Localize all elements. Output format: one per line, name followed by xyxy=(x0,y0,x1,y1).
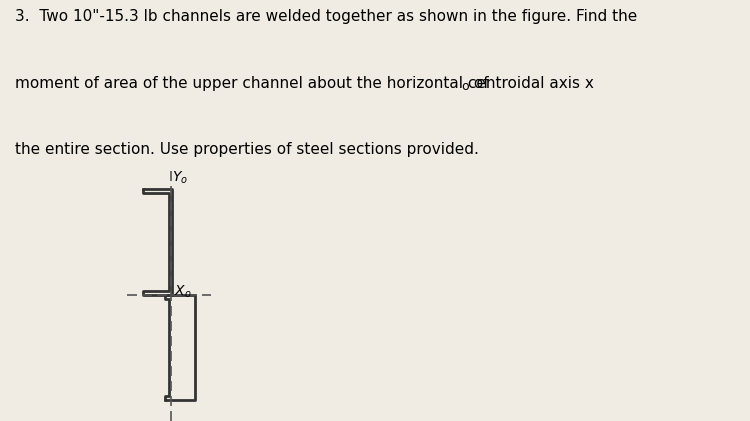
Text: moment of area of the upper channel about the horizontal centroidal axis x: moment of area of the upper channel abou… xyxy=(15,76,594,91)
Text: o: o xyxy=(461,80,469,93)
Text: 3.  Two 10"-15.3 lb channels are welded together as shown in the figure. Find th: 3. Two 10"-15.3 lb channels are welded t… xyxy=(15,9,638,24)
Text: of: of xyxy=(469,76,488,91)
Text: the entire section. Use properties of steel sections provided.: the entire section. Use properties of st… xyxy=(15,142,478,157)
Text: $Y_o$: $Y_o$ xyxy=(172,170,188,186)
Text: $X_o$: $X_o$ xyxy=(174,283,192,300)
